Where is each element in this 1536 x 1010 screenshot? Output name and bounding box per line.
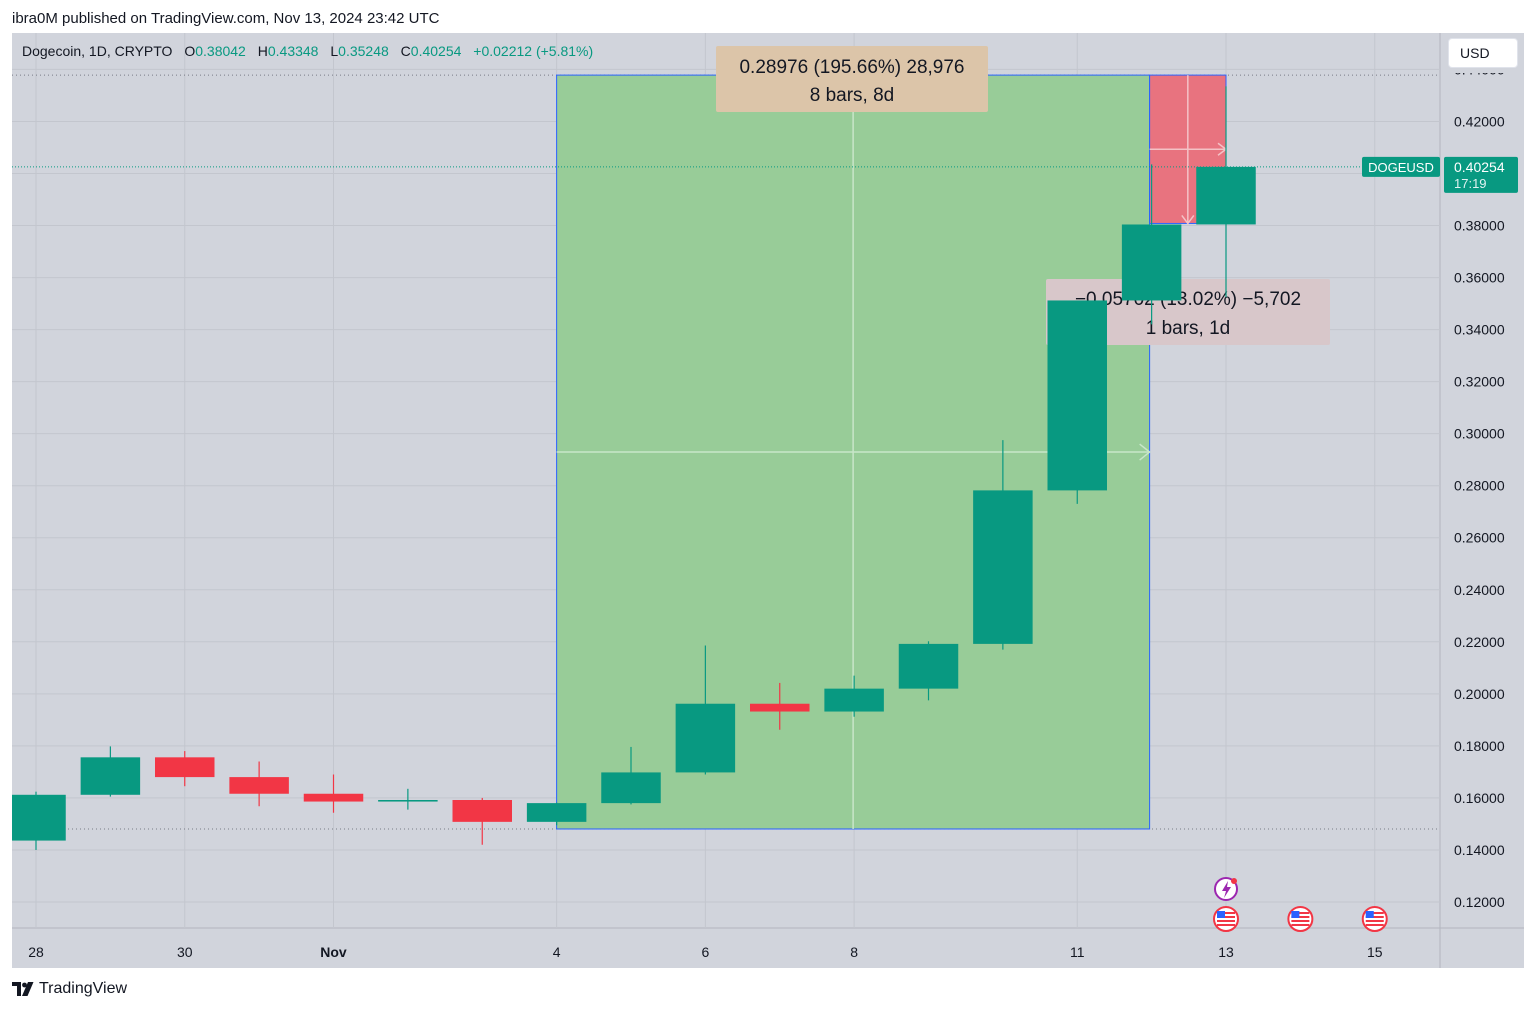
y-tick-label: 0.22000 — [1454, 634, 1505, 650]
symbol-tag — [1362, 156, 1440, 177]
close-value: 0.40254 — [410, 43, 462, 59]
y-tick-label: 0.42000 — [1454, 113, 1505, 129]
candle-body[interactable] — [675, 703, 736, 773]
change-value: +0.02212 (+5.81%) — [473, 43, 594, 59]
us-flag-stripe — [1291, 920, 1310, 922]
low-value: 0.35248 — [338, 43, 389, 59]
long-measure-bars-text: 8 bars, 8d — [810, 85, 895, 106]
chart-frame[interactable]: −0.05702 (13.02%) −5,702 1 bars, 1d 0.2897… — [12, 33, 1524, 968]
candle-body[interactable] — [12, 794, 66, 841]
y-tick-label: 0.16000 — [1454, 790, 1505, 806]
x-tick-label: 11 — [1070, 944, 1085, 960]
open-value: 0.38042 — [195, 43, 246, 59]
x-tick-label: 4 — [553, 944, 561, 960]
us-flag-canton — [1291, 911, 1300, 918]
long-measure-change-text: 0.28976 (195.66%) 28,976 — [739, 57, 964, 78]
candle-body[interactable] — [750, 703, 810, 712]
candle-body[interactable] — [526, 803, 587, 822]
candle-body[interactable] — [824, 688, 884, 712]
y-tick-label: 0.12000 — [1454, 894, 1505, 910]
y-tick-label: 0.32000 — [1454, 374, 1505, 390]
short-measure-arrowhead-down — [1181, 214, 1195, 225]
us-flag-stripe — [1365, 920, 1384, 922]
published-by-line: ibra0M published on TradingView.com, Nov… — [12, 10, 440, 27]
close-label: C — [400, 43, 411, 59]
us-flag-icon[interactable] — [1361, 906, 1388, 932]
candle-body[interactable] — [229, 777, 289, 794]
open-label: O — [184, 43, 196, 59]
long-measure-arrowhead-right — [1139, 443, 1151, 461]
x-tick-label: 28 — [28, 944, 44, 960]
high-value: 0.43348 — [267, 43, 319, 59]
currency-button[interactable]: USD — [1448, 38, 1518, 68]
symbol-title: Dogecoin, 1D, CRYPTO — [22, 43, 173, 59]
us-flag-stripe — [1291, 916, 1310, 918]
us-flag-stripe — [1365, 924, 1384, 926]
y-tick-label: 0.38000 — [1454, 218, 1505, 234]
candle-body[interactable] — [898, 643, 959, 689]
last-price-tag — [1444, 156, 1518, 193]
candle-body[interactable] — [973, 490, 1033, 644]
y-tick-label: 0.24000 — [1454, 582, 1505, 598]
candle-body[interactable] — [155, 757, 215, 778]
y-tick-label: 0.14000 — [1454, 842, 1505, 858]
y-tick-label: 0.36000 — [1454, 270, 1505, 286]
notification-dot — [1231, 878, 1237, 884]
y-tick-label: 0.28000 — [1454, 478, 1505, 494]
long-measure-label-box — [716, 46, 988, 112]
y-tick-label: 0.26000 — [1454, 530, 1505, 546]
us-flag-canton — [1365, 911, 1374, 918]
x-tick-label: 6 — [701, 944, 709, 960]
last-price-tag-value: 0.40254 — [1454, 159, 1505, 175]
y-tick-label: 0.30000 — [1454, 426, 1505, 442]
candle-body[interactable] — [1047, 300, 1108, 491]
us-flag-stripe — [1217, 920, 1235, 922]
us-flag-icon[interactable] — [1287, 906, 1314, 932]
x-tick-label: 30 — [177, 944, 193, 960]
tradingview-brand[interactable]: TradingView — [12, 980, 127, 998]
symbol-tag-text: DOGEUSD — [1368, 160, 1434, 175]
us-flag-icon[interactable] — [1213, 906, 1239, 932]
us-flag-stripe — [1291, 912, 1310, 914]
us-flag-stripe — [1217, 924, 1235, 926]
y-tick-label: 0.20000 — [1454, 686, 1505, 702]
us-flag-canton — [1217, 911, 1225, 918]
short-measure-label-box — [1046, 279, 1330, 345]
x-tick-label: 8 — [850, 944, 858, 960]
x-tick-label: 15 — [1367, 944, 1383, 960]
candle-body[interactable] — [452, 799, 513, 822]
low-label: L — [330, 43, 339, 59]
candle-body[interactable] — [1196, 166, 1256, 225]
candle-body[interactable] — [378, 799, 438, 802]
bar-countdown-text: 17:19 — [1454, 176, 1487, 191]
candle-body[interactable] — [303, 793, 364, 802]
us-flag-stripe — [1217, 916, 1235, 918]
short-measure-change-text: −0.05702 (13.02%) −5,702 — [1075, 289, 1301, 310]
flash-bolt — [1222, 881, 1231, 898]
us-flag-stripe — [1365, 912, 1384, 914]
short-measure-bars-text: 1 bars, 1d — [1146, 318, 1231, 339]
price-chart[interactable]: −0.05702 (13.02%) −5,702 1 bars, 1d 0.2897… — [12, 33, 1524, 968]
us-flag-stripe — [1217, 912, 1235, 914]
us-flag-stripe — [1365, 916, 1384, 918]
y-tick-label: 0.18000 — [1454, 738, 1505, 754]
candle-body[interactable] — [80, 757, 141, 795]
us-flag-stripe — [1291, 924, 1310, 926]
high-label: H — [257, 43, 268, 59]
ohlc-legend: Dogecoin, 1D, CRYPTO O0.38042 H0.43348 L… — [22, 43, 593, 59]
candle-body[interactable] — [1121, 224, 1182, 301]
x-tick-label: 13 — [1218, 944, 1234, 960]
x-tick-label: Nov — [320, 944, 347, 960]
footer-brand-text: TradingView — [39, 980, 128, 997]
tradingview-logo-icon — [12, 982, 34, 996]
y-tick-label: 0.34000 — [1454, 322, 1505, 338]
candle-body[interactable] — [601, 772, 661, 804]
